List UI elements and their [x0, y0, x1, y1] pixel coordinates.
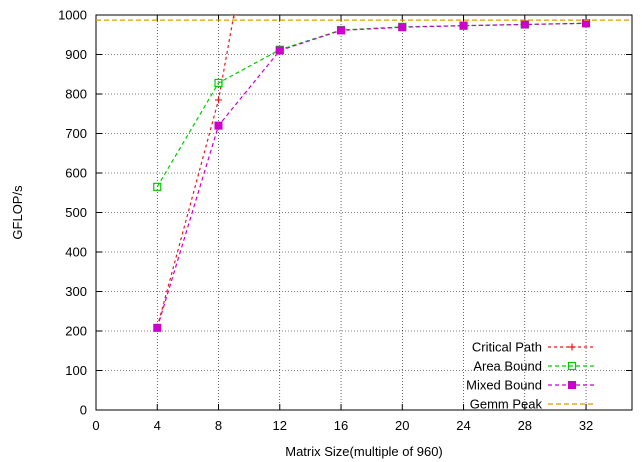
y-tick-label: 800	[65, 87, 87, 102]
data-point	[215, 96, 223, 104]
legend-label: Gemm Peak	[470, 397, 543, 412]
y-tick-label: 400	[65, 245, 87, 260]
x-tick-label: 24	[456, 418, 470, 433]
legend-label: Critical Path	[472, 340, 542, 355]
series-1	[153, 19, 591, 191]
y-tick-label: 0	[80, 403, 87, 418]
y-tick-label: 100	[65, 363, 87, 378]
series-line	[156, 22, 587, 329]
data-point	[275, 46, 284, 55]
data-point	[230, 15, 238, 19]
y-tick-label: 200	[65, 324, 87, 339]
legend-label: Area Bound	[473, 359, 542, 374]
data-point	[337, 26, 346, 35]
data-point	[520, 20, 529, 29]
x-tick-label: 4	[154, 418, 161, 433]
legend: Critical Path Area Bound Mixed Bound Gemm P…	[466, 340, 596, 412]
x-tick-label: 0	[92, 418, 99, 433]
data-point	[582, 19, 591, 28]
axis-ticks: 0 100 200 300 400 500 600 700 800 900 1000 0 4 8 12 16 2…	[58, 8, 632, 433]
legend-marker	[568, 343, 576, 351]
series-line	[156, 22, 587, 188]
y-tick-label: 300	[65, 284, 87, 299]
x-tick-label: 16	[334, 418, 348, 433]
y-axis-label: GFLOP/s	[10, 185, 25, 240]
y-tick-label: 500	[65, 205, 87, 220]
series-line	[156, 15, 235, 328]
series-2	[153, 19, 591, 332]
legend-marker	[567, 361, 577, 371]
y-tick-label: 700	[65, 126, 87, 141]
data-point	[459, 21, 468, 30]
series-layer	[96, 15, 632, 332]
series-0	[153, 15, 238, 331]
x-tick-label: 20	[395, 418, 409, 433]
x-tick-label: 8	[215, 418, 222, 433]
grid	[96, 15, 632, 410]
legend-label: Mixed Bound	[466, 378, 542, 393]
data-point	[214, 78, 223, 88]
data-point	[153, 182, 162, 191]
data-point	[214, 121, 223, 130]
x-axis-label: Matrix Size(multiple of 960)	[285, 444, 443, 459]
y-tick-label: 1000	[58, 8, 87, 23]
x-tick-label: 28	[518, 418, 532, 433]
y-tick-label: 900	[65, 47, 87, 62]
x-tick-label: 32	[579, 418, 593, 433]
y-tick-label: 600	[65, 166, 87, 181]
data-point	[398, 23, 407, 32]
x-tick-label: 12	[273, 418, 287, 433]
data-point	[153, 323, 162, 332]
legend-marker	[568, 381, 576, 389]
